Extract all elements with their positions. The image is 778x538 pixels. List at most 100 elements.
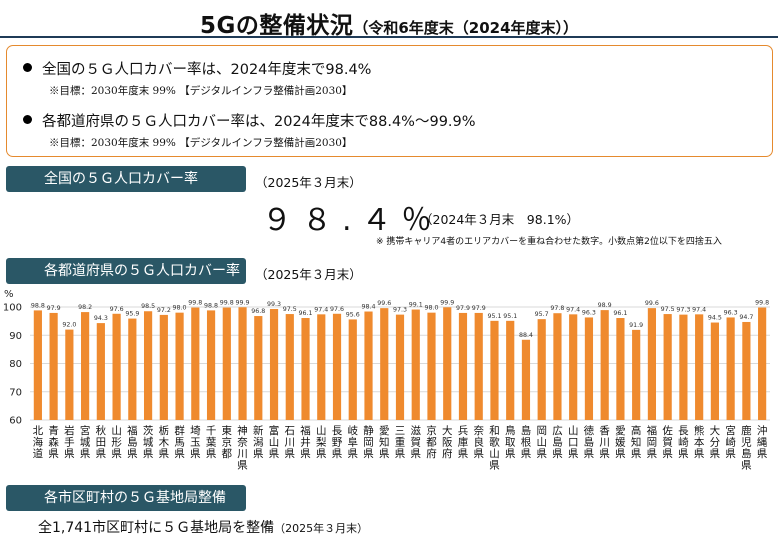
prefecture-date: （2025年３月末） — [255, 267, 362, 282]
category-label: 栃木県 — [159, 424, 170, 460]
bar-data-label: 99.8 — [755, 300, 769, 307]
bar — [679, 314, 688, 420]
category-label: 島根県 — [521, 424, 532, 460]
bar-data-label: 98.8 — [204, 302, 218, 309]
bar-data-label: 95.1 — [503, 313, 517, 320]
bar — [663, 314, 672, 420]
bar-data-label: 95.6 — [346, 311, 360, 318]
bar — [33, 310, 42, 420]
bar — [647, 308, 657, 420]
bar-data-label: 97.2 — [157, 307, 171, 314]
category-label: 岐阜県 — [348, 424, 359, 460]
category-label: 岡山県 — [536, 425, 547, 460]
bar — [81, 312, 90, 420]
page-title-block: 5Gの整備状況（令和6年度末（2024年度末）） — [0, 6, 778, 40]
bar — [332, 313, 342, 420]
category-label: 静岡県 — [363, 424, 374, 460]
category-label: 滋賀県 — [410, 424, 421, 460]
bar-data-label: 99.1 — [409, 302, 423, 309]
bar-data-label: 99.9 — [440, 299, 454, 306]
y-tick-label: 100 — [3, 303, 22, 314]
category-label: 茨城県 — [143, 424, 154, 460]
summary-box: 全国の５Ｇ人口カバー率は、2024年度末で98.4% ※目標：2030年度末 9… — [6, 45, 773, 157]
bar — [254, 316, 263, 420]
bar-data-label: 94.3 — [94, 315, 108, 322]
bar — [395, 314, 405, 420]
bar — [222, 307, 231, 420]
category-label: 群馬県 — [174, 424, 185, 460]
bar — [537, 319, 546, 420]
bar — [206, 310, 216, 420]
category-label: 和歌山県 — [489, 425, 500, 472]
category-label: 愛知県 — [379, 424, 390, 460]
category-label: 石川県 — [285, 425, 296, 460]
category-label: 熊本県 — [694, 424, 705, 460]
bar — [128, 318, 137, 420]
bar-data-label: 98.4 — [361, 304, 375, 311]
category-label: 長野県 — [332, 425, 343, 460]
summary-bullet-prefecture: 各都道府県の５Ｇ人口カバー率は、2024年度末で88.4%～99.9% — [23, 110, 476, 131]
bar — [285, 314, 294, 420]
bar — [317, 314, 326, 420]
bar-data-label: 97.3 — [676, 307, 690, 314]
prefecture-section-label: 各都道府県の５Ｇ人口カバー率 — [6, 258, 246, 284]
category-label: 東京都 — [222, 424, 233, 460]
category-label: 香川県 — [599, 425, 610, 460]
page-title: 5Gの整備状況 — [199, 13, 354, 39]
y-tick-label: 80 — [9, 359, 22, 370]
municipal-text: 全1,741市区町村に５Ｇ基地局を整備 — [38, 520, 275, 536]
bar — [726, 317, 735, 420]
national-coverage-value: ９８.４％ — [262, 203, 442, 238]
title-underline — [0, 36, 778, 38]
category-label: 徳島県 — [584, 424, 595, 460]
bar — [159, 314, 168, 420]
national-section-label: 全国の５Ｇ人口カバー率 — [6, 166, 246, 192]
bar-data-label: 95.7 — [535, 311, 549, 318]
bar-data-label: 97.4 — [692, 306, 706, 313]
category-label: 広島県 — [552, 424, 563, 460]
category-label: 千葉県 — [206, 425, 217, 460]
bar-data-label: 96.1 — [613, 310, 627, 317]
bar-data-label: 99.8 — [220, 300, 234, 307]
bar — [301, 318, 310, 420]
bar — [348, 319, 357, 420]
bar — [506, 320, 515, 420]
bar — [191, 307, 200, 420]
bar — [569, 314, 578, 420]
bar-data-label: 95.9 — [125, 311, 139, 318]
category-label: 佐賀県 — [662, 424, 673, 460]
category-label: 沖縄県 — [757, 424, 768, 460]
bar — [600, 310, 609, 420]
category-label: 秋田県 — [96, 424, 107, 460]
category-label: 奈良県 — [473, 424, 484, 460]
bar — [710, 322, 719, 420]
category-label: 富山県 — [269, 424, 280, 460]
bar-data-label: 97.3 — [393, 307, 407, 314]
bar-data-label: 98.0 — [424, 305, 438, 312]
bar — [521, 339, 531, 420]
bar-data-label: 97.5 — [283, 306, 297, 313]
category-label: 愛媛県 — [615, 424, 626, 460]
bar-data-label: 99.6 — [377, 300, 391, 307]
bar-data-label: 94.5 — [708, 315, 722, 322]
category-label: 福島県 — [127, 424, 138, 460]
summary-note-national: ※目標：2030年度末 99% 【デジタルインフラ整備計画2030】 — [49, 85, 353, 97]
y-tick-label: 90 — [9, 331, 22, 342]
bar-data-label: 98.5 — [141, 303, 155, 310]
bar-data-label: 99.9 — [236, 299, 250, 306]
category-label: 山口県 — [568, 425, 579, 460]
category-label: 高知県 — [631, 424, 642, 460]
bar — [143, 311, 153, 420]
y-tick-label: 60 — [9, 416, 22, 427]
bar — [490, 320, 499, 420]
bar — [553, 313, 562, 420]
bar-data-label: 98.9 — [598, 302, 612, 309]
bar — [443, 307, 452, 420]
bar-data-label: 96.3 — [724, 309, 738, 316]
bar — [96, 323, 105, 420]
prefecture-coverage-chart: % 60 70 80 90 100 98.8 北海道 97.9 青森県 92.0 岩手県 98.2 宮城県… — [3, 289, 770, 472]
bar-data-label: 97.9 — [472, 305, 486, 312]
bar — [238, 307, 247, 420]
bar-data-label: 99.6 — [645, 300, 659, 307]
category-label: 宮城県 — [80, 424, 91, 460]
